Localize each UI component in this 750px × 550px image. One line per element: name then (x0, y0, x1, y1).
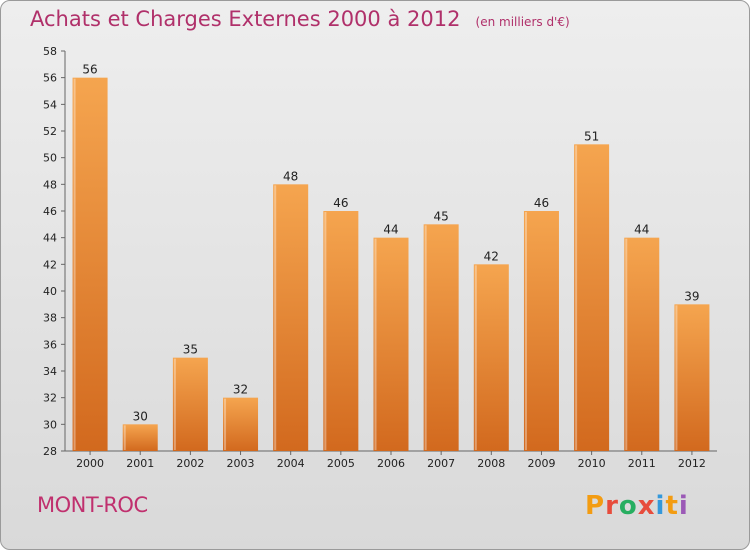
y-tick-label: 54 (43, 98, 57, 111)
data-label-2000: 56 (82, 63, 97, 77)
x-tick-label: 2000 (76, 457, 104, 470)
bar-2004 (273, 184, 309, 452)
data-label-2007: 45 (434, 209, 449, 223)
x-tick-label: 2006 (377, 457, 405, 470)
y-tick-label: 32 (43, 392, 57, 405)
bar-highlight (474, 265, 477, 450)
bar-series: 56 30 35 32 48 46 44 45 42 46 51 44 39 (72, 63, 710, 452)
x-tick-label: 2002 (176, 457, 204, 470)
title-main: Achats et Charges Externes 2000 à 2012 (30, 7, 461, 31)
bar-highlight (374, 238, 377, 450)
x-tick-label: 2003 (227, 457, 255, 470)
logo-letter: i (655, 491, 666, 521)
y-tick-label: 42 (43, 258, 57, 271)
y-tick-label: 48 (43, 178, 57, 191)
bar-highlight (324, 212, 327, 450)
bar-2007 (423, 224, 459, 451)
bar-2001 (122, 424, 158, 451)
bar-highlight (625, 238, 628, 450)
x-tick-label: 2001 (126, 457, 154, 470)
data-label-2004: 48 (283, 169, 298, 183)
bar-highlight (123, 425, 126, 450)
x-tick-label: 2012 (678, 457, 706, 470)
chart-axes: 28 30 32 34 36 38 40 42 44 46 48 50 52 54 56 58 2000 2001… (43, 45, 717, 470)
bar-2009 (523, 211, 559, 451)
bar-highlight (524, 212, 527, 450)
bar-2000 (72, 77, 108, 452)
bar-2010 (574, 144, 610, 452)
data-label-2006: 44 (383, 223, 398, 237)
x-tick-label: 2010 (578, 457, 606, 470)
data-label-2003: 32 (233, 383, 248, 397)
y-tick-label: 46 (43, 205, 57, 218)
data-label-2002: 35 (183, 343, 198, 357)
y-tick-label: 44 (43, 232, 57, 245)
x-tick-label: 2004 (277, 457, 305, 470)
x-tick-label: 2011 (628, 457, 656, 470)
logo-letter: o (618, 491, 638, 521)
y-tick-label: 50 (43, 152, 57, 165)
data-label-2005: 46 (333, 196, 348, 210)
bar-highlight (73, 78, 76, 451)
title-subtitle: (en milliers d'€) (475, 15, 570, 29)
data-label-2009: 46 (534, 196, 549, 210)
data-label-2010: 51 (584, 129, 599, 143)
bar-highlight (575, 145, 578, 451)
y-tick-label: 58 (43, 45, 57, 58)
logo-letter: t (665, 491, 679, 521)
y-tick-label: 52 (43, 125, 57, 138)
y-tick-label: 40 (43, 285, 57, 298)
y-tick-label: 38 (43, 312, 57, 325)
chart-title: Achats et Charges Externes 2000 à 2012 (… (30, 7, 570, 31)
logo-letter: r (605, 491, 619, 521)
bar-highlight (424, 225, 427, 450)
data-label-2011: 44 (634, 223, 649, 237)
bar-2002 (172, 357, 208, 451)
bar-2011 (624, 237, 660, 451)
bar-2005 (323, 211, 359, 451)
data-label-2008: 42 (484, 249, 499, 263)
bar-highlight (224, 398, 227, 450)
commune-name: MONT-ROC (37, 493, 148, 517)
y-tick-label: 34 (43, 365, 57, 378)
x-tick-label: 2009 (527, 457, 555, 470)
bar-2003 (223, 397, 259, 451)
y-tick-label: 56 (43, 72, 57, 85)
logo-letter: i (678, 491, 689, 521)
logo-letter: x (637, 491, 656, 521)
bar-2006 (373, 237, 409, 451)
x-tick-label: 2008 (477, 457, 505, 470)
bar-highlight (274, 185, 277, 451)
x-tick-label: 2005 (327, 457, 355, 470)
bar-highlight (173, 358, 176, 450)
y-tick-label: 30 (43, 418, 57, 431)
data-label-2001: 30 (133, 409, 148, 423)
y-tick-label: 28 (43, 445, 57, 458)
proxiti-logo[interactable]: Proxiti (585, 491, 689, 521)
bar-2012 (674, 304, 710, 451)
bar-2008 (473, 264, 509, 451)
x-tick-label: 2007 (427, 457, 455, 470)
y-tick-label: 36 (43, 338, 57, 351)
logo-letter: P (585, 491, 606, 521)
bar-highlight (675, 305, 678, 450)
data-label-2012: 39 (684, 289, 699, 303)
